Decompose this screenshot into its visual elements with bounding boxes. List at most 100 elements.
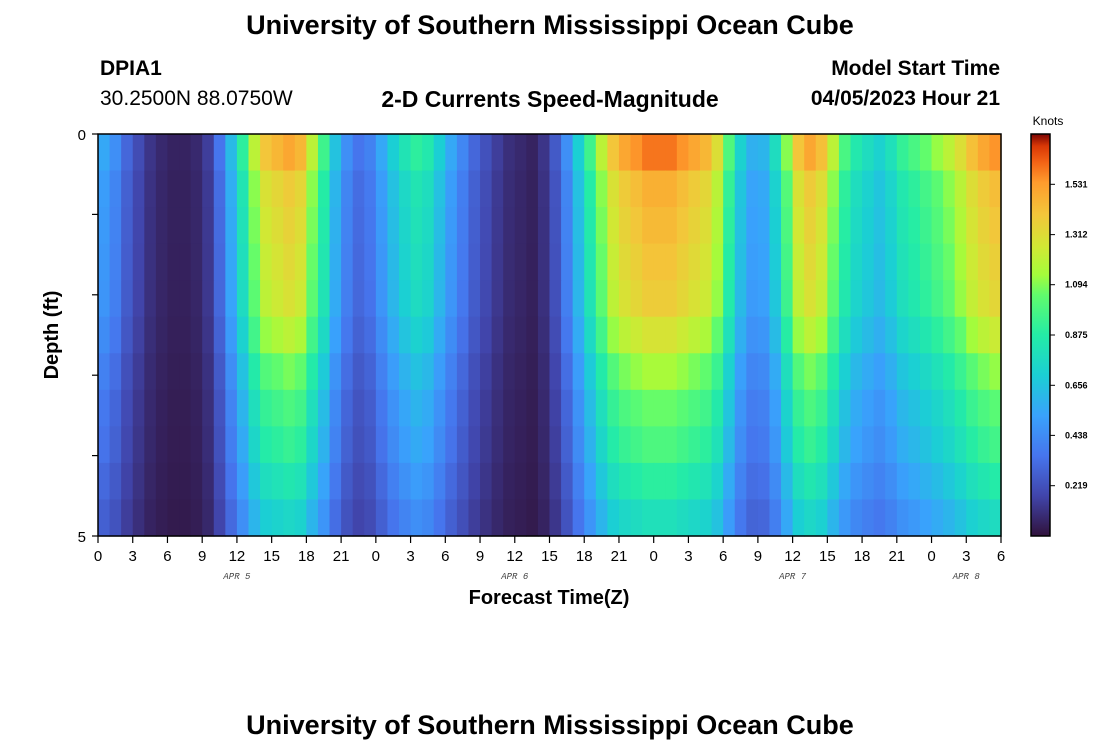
heatmap-cell bbox=[943, 316, 956, 354]
heatmap-cell bbox=[179, 170, 192, 208]
heatmap-cell bbox=[966, 353, 979, 391]
heatmap-cell bbox=[260, 243, 273, 281]
heatmap-cell bbox=[364, 462, 377, 501]
heatmap-cell bbox=[468, 316, 481, 354]
footer-title: University of Southern Mississippi Ocean… bbox=[246, 710, 854, 740]
heatmap-cell bbox=[190, 170, 203, 208]
heatmap-cell bbox=[792, 426, 805, 464]
heatmap-cell bbox=[341, 316, 354, 354]
heatmap-cell bbox=[399, 426, 412, 464]
heatmap-cell bbox=[306, 243, 319, 281]
heatmap-cell bbox=[190, 462, 203, 501]
x-tick-label: 12 bbox=[506, 548, 523, 565]
heatmap-cell bbox=[838, 353, 852, 391]
heatmap-cell bbox=[155, 353, 169, 391]
heatmap-cell bbox=[387, 207, 400, 245]
heatmap-cell bbox=[896, 207, 909, 245]
heatmap-cell bbox=[804, 207, 817, 245]
heatmap-cell bbox=[850, 499, 863, 537]
colorbar-tick-label: 1.531 bbox=[1065, 179, 1088, 189]
heatmap-cell bbox=[977, 134, 991, 172]
heatmap-cell bbox=[618, 280, 632, 318]
heatmap-cell bbox=[202, 499, 215, 537]
heatmap-cell bbox=[862, 134, 875, 172]
heatmap-cell bbox=[781, 243, 794, 281]
heatmap-cell bbox=[873, 280, 886, 318]
heatmap-cell bbox=[260, 134, 273, 172]
heatmap-cell bbox=[769, 426, 782, 464]
heatmap-cell bbox=[700, 316, 713, 354]
heatmap-cell bbox=[306, 389, 319, 427]
heatmap-cell bbox=[850, 134, 863, 172]
colorbar-tick-label: 0.438 bbox=[1065, 430, 1088, 440]
heatmap-cell bbox=[653, 389, 666, 427]
heatmap-cell bbox=[642, 243, 655, 281]
heatmap-cell bbox=[526, 134, 539, 172]
heatmap-cell bbox=[132, 389, 145, 427]
heatmap-cell bbox=[873, 170, 886, 208]
heatmap-cell bbox=[144, 426, 157, 464]
heatmap-cell bbox=[271, 316, 284, 354]
heatmap-cell bbox=[850, 389, 863, 427]
heatmap-cell bbox=[491, 353, 504, 391]
heatmap-cell bbox=[503, 426, 516, 464]
heatmap-cell bbox=[491, 389, 504, 427]
heatmap-cell bbox=[885, 170, 898, 208]
heatmap-cell bbox=[711, 170, 724, 208]
heatmap-cell bbox=[352, 280, 365, 318]
heatmap-cell bbox=[352, 426, 365, 464]
heatmap-cell bbox=[179, 243, 192, 281]
heatmap-cell bbox=[526, 499, 539, 537]
heatmap-cell bbox=[688, 207, 701, 245]
heatmap-cell bbox=[155, 462, 169, 501]
heatmap-cell bbox=[352, 243, 365, 281]
heatmap-cell bbox=[248, 316, 261, 354]
heatmap-cell bbox=[572, 316, 585, 354]
heatmap-cell bbox=[862, 207, 875, 245]
heatmap-cell bbox=[746, 243, 759, 281]
heatmap-cell bbox=[792, 170, 805, 208]
heatmap-cell bbox=[931, 170, 944, 208]
heatmap-cell bbox=[908, 353, 921, 391]
x-tick-label: 12 bbox=[784, 548, 801, 565]
heatmap-cell bbox=[757, 462, 771, 501]
heatmap-cell bbox=[630, 316, 643, 354]
heatmap-cell bbox=[387, 499, 400, 537]
heatmap-cell bbox=[723, 462, 736, 501]
heatmap-cell bbox=[294, 426, 307, 464]
heatmap-cell bbox=[665, 207, 678, 245]
heatmap-cell bbox=[827, 426, 840, 464]
heatmap-cell bbox=[769, 207, 782, 245]
heatmap-cell bbox=[873, 389, 886, 427]
heatmap-cell bbox=[757, 170, 771, 208]
heatmap-cell bbox=[491, 134, 504, 172]
heatmap-cell bbox=[468, 243, 481, 281]
heatmap-cell bbox=[977, 353, 991, 391]
heatmap-cell bbox=[98, 426, 111, 464]
heatmap-cell bbox=[179, 134, 192, 172]
heatmap-cell bbox=[989, 499, 1002, 537]
heatmap-cell bbox=[700, 243, 713, 281]
heatmap-cell bbox=[306, 316, 319, 354]
heatmap-cell bbox=[317, 499, 331, 537]
heatmap-cell bbox=[433, 134, 446, 172]
heatmap-cell bbox=[410, 499, 423, 537]
heatmap-cell bbox=[271, 462, 284, 501]
heatmap-cell bbox=[896, 462, 909, 501]
heatmap-cell bbox=[456, 389, 470, 427]
x-tick-label: 15 bbox=[819, 548, 836, 565]
heatmap-cell bbox=[190, 499, 203, 537]
heatmap-cell bbox=[838, 316, 852, 354]
heatmap-cell bbox=[329, 170, 342, 208]
heatmap-cell bbox=[98, 134, 111, 172]
heatmap-cell bbox=[607, 353, 620, 391]
heatmap-cell bbox=[271, 207, 284, 245]
heatmap-cell bbox=[931, 207, 944, 245]
heatmap-cell bbox=[236, 426, 250, 464]
heatmap-cell bbox=[630, 389, 643, 427]
heatmap-cell bbox=[665, 353, 678, 391]
heatmap-cell bbox=[283, 499, 296, 537]
heatmap-cell bbox=[514, 462, 527, 501]
heatmap-cell bbox=[98, 243, 111, 281]
